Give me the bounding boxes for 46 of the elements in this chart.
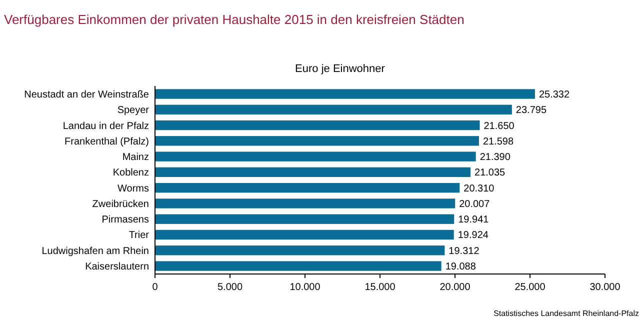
x-tick-label: 10.000 [290, 282, 321, 293]
y-tick-label: Landau in der Pfalz [62, 120, 149, 132]
x-tick-label: 25.000 [514, 282, 546, 293]
bar [155, 198, 456, 208]
y-tick-label: Kaiserslautern [85, 262, 149, 273]
bar [155, 104, 512, 114]
chart-subtitle: Euro je Einwohner [295, 63, 386, 75]
y-tick-label: Frankenthal (Pfalz) [64, 136, 149, 148]
data-label: 21.390 [480, 152, 511, 164]
data-label: 19.941 [458, 214, 490, 226]
y-tick-label: Ludwigshafen am Rhein [42, 246, 149, 257]
y-tick-label: Neustadt an der Weinstraße [24, 89, 150, 100]
bar [155, 120, 480, 130]
y-tick-label: Pirmasens [102, 214, 149, 226]
x-tick-label: 5.000 [217, 282, 243, 293]
data-label: 25.332 [538, 89, 570, 100]
data-label: 19.088 [445, 262, 476, 273]
x-tick-label: 30.000 [590, 282, 621, 293]
data-label: 19.312 [448, 246, 480, 257]
bar [155, 261, 442, 271]
y-tick-label: Koblenz [112, 168, 149, 179]
x-tick-label: 20.000 [440, 282, 471, 293]
y-tick-label: Mainz [122, 152, 149, 164]
bar [155, 230, 454, 240]
data-label: 23.795 [516, 105, 547, 116]
bar [155, 152, 476, 162]
data-label: 19.924 [458, 230, 489, 242]
y-tick-label: Trier [128, 230, 150, 242]
bar [155, 214, 454, 224]
x-tick-label: 15.000 [364, 282, 396, 293]
bar [155, 89, 535, 99]
y-tick-label: Speyer [117, 105, 150, 116]
x-tick-label: 0 [152, 282, 158, 293]
data-label: 21.598 [482, 136, 514, 148]
data-label: 21.035 [474, 168, 506, 179]
bar [155, 167, 471, 178]
data-label: 20.310 [464, 183, 495, 194]
y-tick-label: Worms [118, 183, 149, 194]
data-label: 20.007 [459, 198, 490, 210]
bar [155, 246, 445, 256]
y-tick-label: Zweibrücken [92, 198, 149, 210]
data-label: 21.650 [484, 120, 515, 132]
text: Statistisches Landesamt Rheinland-Pfalz [494, 309, 639, 318]
bar [155, 182, 460, 193]
bar [155, 136, 479, 146]
chart-title: Verfügbares Einkommen der privaten Haushalte 2015 in den kreisfreien Städten [4, 12, 464, 27]
